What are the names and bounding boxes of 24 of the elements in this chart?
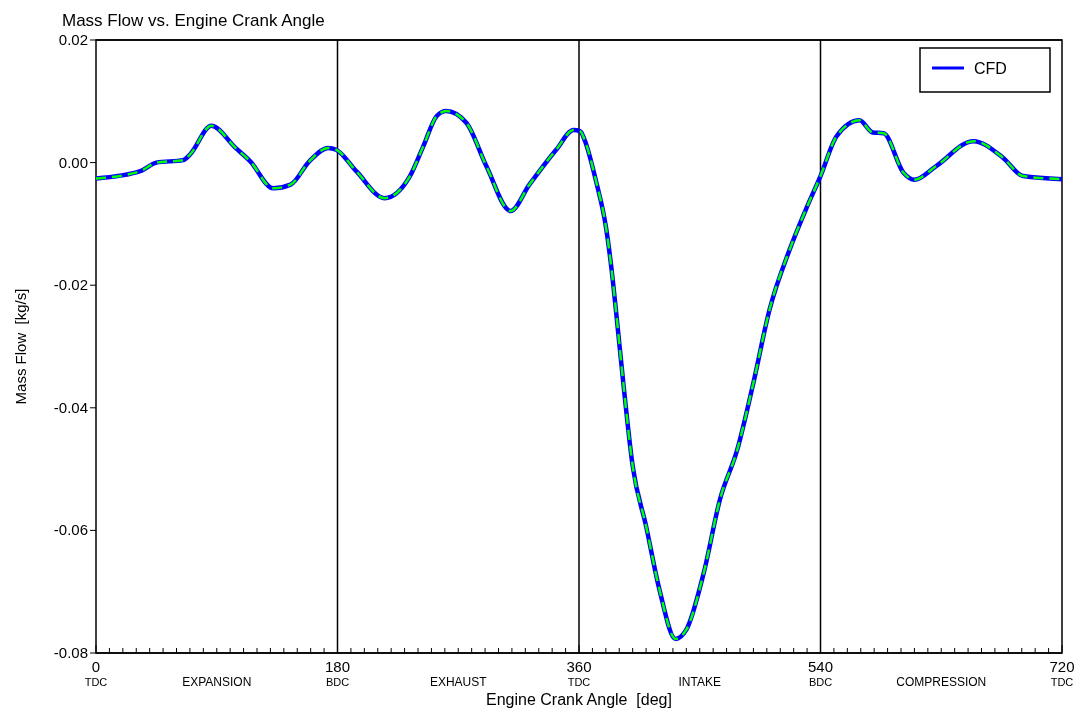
text: TDC [84, 676, 108, 688]
y-tick-label: 0.00 [58, 153, 88, 171]
text: EXPANSION [182, 675, 252, 689]
legend-label: CFD [974, 60, 1007, 77]
x-axis-title: Engine Crank Angle [deg] [486, 691, 672, 708]
text: EXHAUST [429, 675, 488, 689]
y-tick-label: -0.04 [53, 398, 88, 416]
x-tick-label: 720 [1049, 658, 1075, 675]
text: TDC [1050, 676, 1074, 688]
x-tick-label: 360 [566, 658, 592, 675]
ref-line-label: BDC [808, 676, 833, 688]
y-tick-label: -0.06 [53, 521, 88, 539]
text: COMPRESSION [896, 675, 987, 689]
y-tick-label: -0.02 [53, 276, 88, 294]
x-tick-label: 540 [807, 658, 834, 675]
x-tick-label: 0 [91, 658, 101, 675]
y-axis-title: Mass Flow [kg/s] [12, 288, 29, 405]
x-tick-label: 180 [324, 658, 351, 675]
ref-line-label: TDC [567, 676, 591, 688]
y-tick-label: -0.08 [53, 644, 88, 661]
text: INTAKE [678, 675, 721, 689]
ref-line-label: BDC [325, 676, 350, 688]
y-tick-label: 0.02 [58, 31, 88, 48]
chart-title: Mass Flow vs. Engine Crank Angle [62, 11, 325, 30]
